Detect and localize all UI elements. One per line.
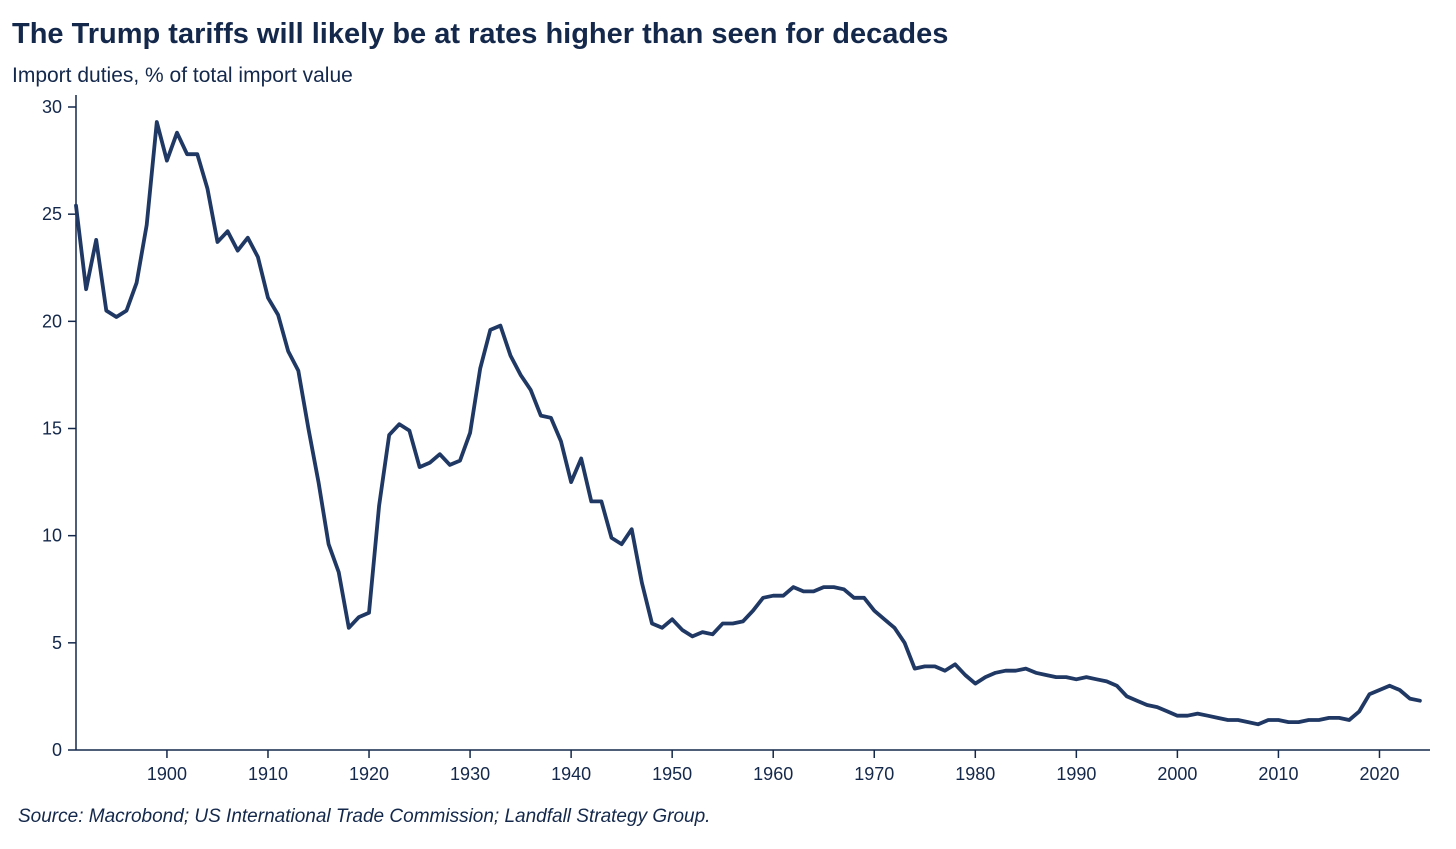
source-note: Source: Macrobond; US International Trad… xyxy=(18,806,711,827)
x-tick-label-1930: 1930 xyxy=(450,764,490,784)
chart-title: The Trump tariffs will likely be at rate… xyxy=(12,18,949,50)
chart-subtitle: Import duties, % of total import value xyxy=(12,64,353,87)
x-tick-label-1970: 1970 xyxy=(854,764,894,784)
y-tick-label-0: 0 xyxy=(52,740,62,760)
y-tick-label-20: 20 xyxy=(42,311,62,331)
x-tick-label-1950: 1950 xyxy=(652,764,692,784)
x-tick-label-1920: 1920 xyxy=(349,764,389,784)
x-tick-label-1980: 1980 xyxy=(955,764,995,784)
x-tick-label-1900: 1900 xyxy=(147,764,187,784)
y-tick-label-30: 30 xyxy=(42,97,62,117)
chart-plot-area xyxy=(74,120,1422,727)
x-tick-label-1990: 1990 xyxy=(1056,764,1096,784)
y-tick-label-10: 10 xyxy=(42,526,62,546)
x-tick-label-2010: 2010 xyxy=(1258,764,1298,784)
y-tick-label-15: 15 xyxy=(42,419,62,439)
x-tick-label-2000: 2000 xyxy=(1157,764,1197,784)
chart-axes: 0 5 10 15 20 25 30 1900 1910 1920 1930 1940 1950 1960… xyxy=(42,95,1430,784)
y-tick-label-25: 25 xyxy=(42,204,62,224)
y-tick-label-5: 5 xyxy=(52,633,62,653)
x-tick-label-1940: 1940 xyxy=(551,764,591,784)
x-tick-label-2020: 2020 xyxy=(1359,764,1399,784)
series-line-0 xyxy=(74,120,1422,727)
x-tick-label-1960: 1960 xyxy=(753,764,793,784)
x-tick-label-1910: 1910 xyxy=(248,764,288,784)
